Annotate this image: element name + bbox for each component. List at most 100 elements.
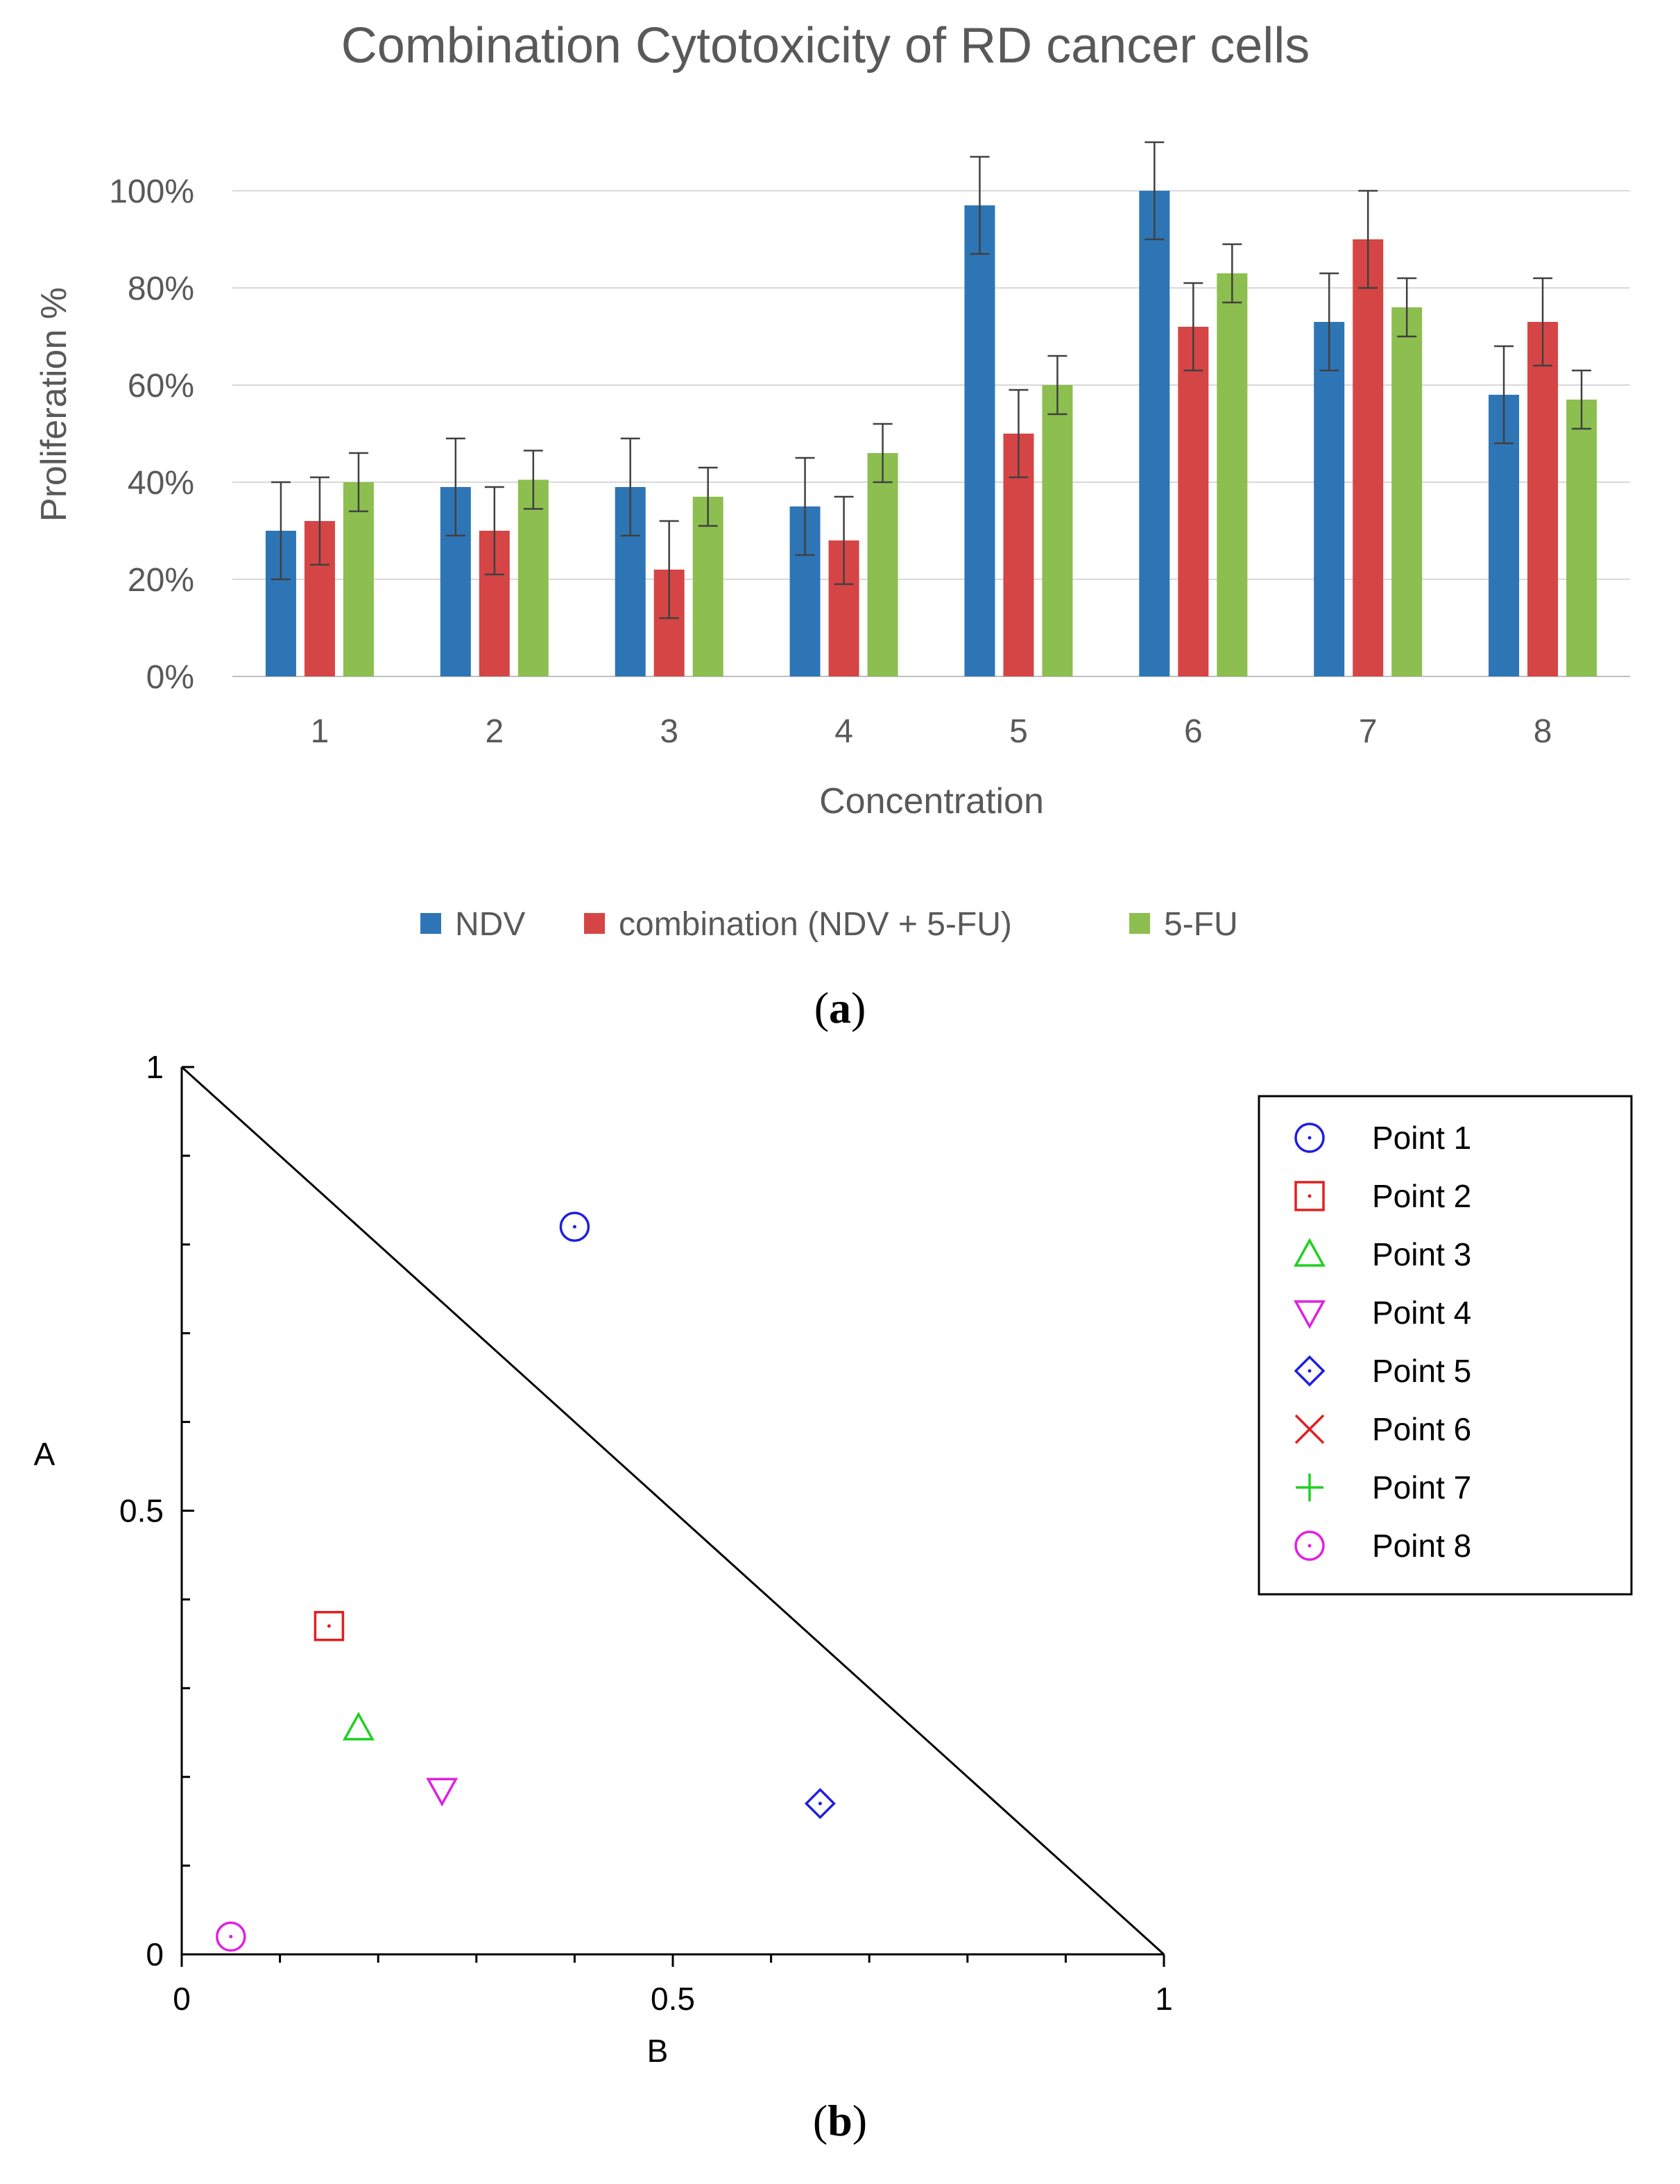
marker-circle [216,1921,246,1952]
marker-square [1294,1181,1325,1211]
caption-a-close-paren: ) [851,983,866,1032]
chart-b-legend-label: Point 1 [1372,1120,1471,1156]
chart-b-y-axis-label: A [34,1436,55,1472]
chart-b-point-2 [314,1611,345,1641]
chart-a-x-tick-label: 8 [1534,713,1552,750]
chart-a-bar [1139,191,1170,676]
chart-a-legend-swatch [420,913,441,934]
chart-a-bar [1527,322,1559,676]
chart-b-legend-marker [1294,1238,1326,1267]
chart-a-bar [343,482,374,676]
chart-a-legend: NDV combination (NDV + 5-FU) 5-FU [420,906,1238,943]
chart-b-legend-label: Point 2 [1372,1178,1471,1214]
chart-a-y-tick-labels: 0% 20% 40% 60% 80% 100% [109,173,194,696]
chart-a-x-tick-label: 1 [311,713,329,750]
panel-a-bar-chart: Combination Cytotoxicity of RD cancer ce… [34,18,1630,943]
chart-b-points [216,1211,836,1952]
chart-a-bar [1566,400,1597,676]
chart-b-x-tick-label: 0.5 [651,1981,695,2017]
marker-center-dot [1308,1136,1312,1140]
marker-triangle-down [426,1777,458,1807]
chart-b-legend-marker [1294,1181,1325,1211]
chart-b-y-tick-label: 1 [146,1049,164,1085]
caption-a: (a) [814,983,866,1032]
marker-circle [1294,1530,1325,1561]
chart-b-legend-frame [1258,1095,1633,1596]
marker-square [314,1611,345,1641]
chart-b-y-tick-label: 0.5 [119,1493,164,1529]
chart-a-legend-label: NDV [455,906,525,943]
caption-a-letter: a [829,983,851,1032]
chart-b-legend-marker [1294,1414,1325,1444]
chart-a-bar [867,453,898,676]
chart-a-bar [1353,239,1384,676]
chart-a-bar [1042,385,1073,676]
chart-b-legend-label: Point 7 [1372,1469,1471,1505]
chart-b-point-3 [342,1712,375,1741]
marker-diamond [804,1788,836,1820]
chart-b-tick-labels: 00 0.5 0.5 1 1 [119,1049,1173,2017]
chart-a-bar [1314,322,1345,676]
chart-b-point-1 [559,1211,590,1242]
chart-a-bar [1217,273,1248,676]
marker-center-dot [229,1934,233,1938]
chart-a-legend-swatch [584,913,605,934]
chart-b-legend-marker [1296,1474,1323,1501]
chart-b-point-5 [804,1788,836,1820]
caption-b: (b) [813,2096,867,2145]
marker-diamond [1294,1355,1326,1387]
chart-a-legend-swatch [1129,913,1150,934]
caption-a-open-paren: ( [814,983,829,1032]
marker-center-dot [327,1624,331,1628]
chart-a-x-tick-labels: 1 2 3 4 5 6 7 8 [311,713,1552,750]
chart-a-x-tick-label: 3 [660,713,678,750]
marker-triangle-down [1294,1300,1326,1329]
chart-a-y-tick-label: 40% [128,465,194,502]
chart-a-y-tick-label: 0% [146,659,194,696]
chart-b-additivity-line [180,1066,1165,1956]
marker-center-dot [1308,1544,1312,1548]
chart-a-error-bars [271,141,1592,620]
chart-b-legend-marker [1294,1355,1326,1387]
chart-a-bar [1178,327,1209,676]
chart-b-x-tick-label: 0 [173,1981,191,2017]
chart-a-y-tick-label: 20% [128,562,194,599]
chart-b-y-tick-label: 0 [146,1936,164,1972]
chart-a-x-axis-label: Concentration [819,781,1044,821]
chart-b-legend-label: Point 6 [1372,1411,1471,1447]
chart-a-y-tick-label: 60% [128,368,194,404]
chart-a-legend-label: 5-FU [1164,906,1238,943]
marker-triangle-up [342,1712,375,1741]
marker-x-stroke [1294,1414,1325,1444]
chart-a-bar [517,479,549,676]
marker-circle [559,1211,590,1242]
chart-b-axes [180,1066,1165,1967]
marker-center-dot [572,1225,576,1229]
chart-a-bar [1391,307,1423,676]
chart-b-legend-marker [1294,1123,1325,1153]
chart-b-x-tick-label: 1 [1155,1981,1173,2017]
chart-b-legend-marker [1294,1530,1325,1561]
chart-a-title: Combination Cytotoxicity of RD cancer ce… [341,18,1310,74]
chart-b-legend-label: Point 4 [1372,1295,1471,1331]
marker-center-dot [1308,1194,1312,1198]
chart-a-x-tick-label: 5 [1009,713,1028,750]
caption-b-letter: b [828,2096,852,2145]
chart-b-legend-marker [1294,1300,1326,1329]
chart-a-bar [964,205,995,676]
chart-a-legend-label: combination (NDV + 5-FU) [619,906,1012,943]
chart-a-x-tick-label: 4 [834,713,853,750]
marker-center-dot [818,1802,822,1806]
chart-a-x-tick-label: 7 [1359,713,1378,750]
chart-a-y-axis-label: Proliferation % [34,287,74,522]
chart-a-y-tick-label: 100% [109,173,194,210]
marker-center-dot [1308,1369,1312,1373]
chart-a-x-tick-label: 6 [1184,713,1203,750]
chart-b-legend-label: Point 3 [1372,1236,1471,1272]
marker-circle [1294,1123,1325,1153]
chart-a-y-tick-label: 80% [128,271,194,307]
caption-b-close-paren: ) [852,2096,867,2145]
chart-a-x-tick-label: 2 [485,713,504,750]
